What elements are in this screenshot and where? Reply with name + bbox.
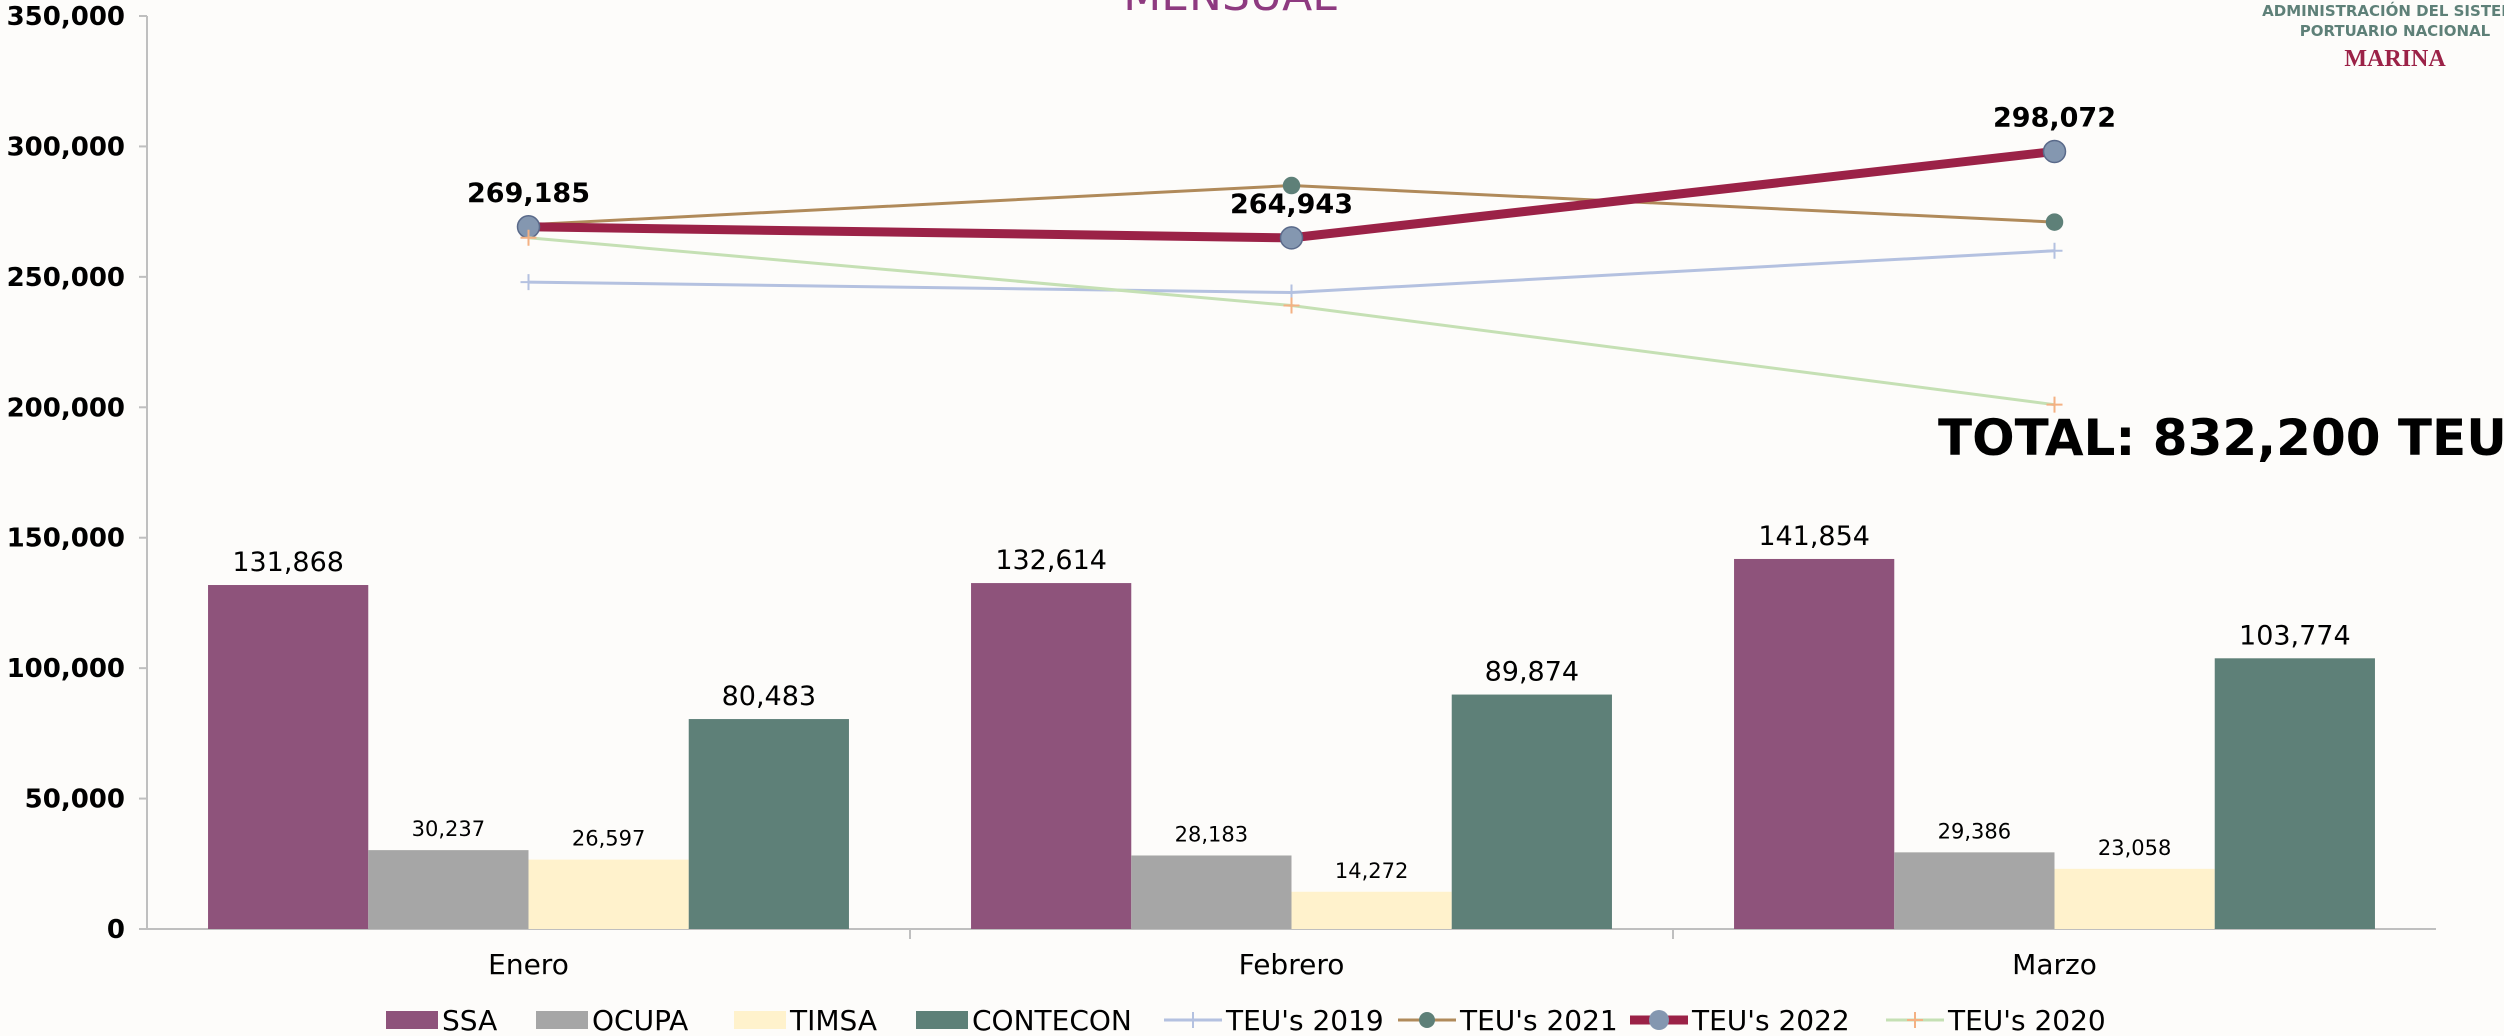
y-tick-label: 100,000: [7, 654, 125, 684]
bar: [971, 583, 1131, 929]
bar: [1894, 852, 2054, 929]
x-tick-label: Enero: [488, 948, 569, 981]
line-value-label: 269,185: [467, 178, 590, 209]
logo-text: ADMINISTRACIÓN DEL SISTEMA: [2262, 1, 2504, 20]
legend-swatch: [916, 1011, 968, 1029]
line-marker: [2044, 140, 2066, 162]
bar: [208, 585, 368, 929]
chart-title: MENSUAL: [1123, 0, 1337, 21]
line-marker: [2047, 214, 2063, 230]
bar-value-label: 29,386: [1938, 819, 2011, 843]
y-tick-label: 0: [107, 915, 125, 945]
legend-label: SSA: [442, 1004, 497, 1036]
legend-marker: [1419, 1012, 1435, 1028]
bar-value-label: 28,183: [1175, 822, 1248, 846]
logo-text: MARINA: [2344, 46, 2446, 72]
bar-value-label: 89,874: [1485, 657, 1579, 688]
legend-label: TIMSA: [789, 1004, 877, 1036]
x-tick-label: Marzo: [2012, 948, 2097, 981]
total-annotation: TOTAL: 832,200 TEU´S: [1938, 409, 2504, 467]
y-tick-label: 350,000: [7, 2, 125, 32]
legend-swatch: [734, 1011, 786, 1029]
bar: [1292, 892, 1452, 929]
bar-value-label: 26,597: [572, 827, 645, 851]
logo-text: PORTUARIO NACIONAL: [2300, 22, 2491, 40]
bar-value-label: 132,614: [995, 545, 1107, 576]
legend-swatch: [386, 1011, 438, 1029]
line-value-label: 264,943: [1230, 189, 1353, 220]
legend-label: TEU's 2020: [1947, 1004, 2106, 1036]
y-tick-label: 300,000: [7, 132, 125, 162]
y-tick-label: 250,000: [7, 263, 125, 293]
bar-value-label: 14,272: [1335, 859, 1408, 883]
bar-value-label: 131,868: [232, 547, 344, 578]
bar-value-label: 30,237: [412, 817, 485, 841]
chart: MENSUAL ADMINISTRACIÓN DEL SISTEMA PORTU…: [0, 0, 2504, 1036]
x-tick-label: Febrero: [1239, 948, 1345, 981]
bar: [2215, 658, 2375, 929]
legend-label: OCUPA: [592, 1004, 688, 1036]
bar-value-label: 23,058: [2098, 836, 2171, 860]
y-tick-label: 200,000: [7, 393, 125, 423]
bar-value-label: 80,483: [722, 681, 816, 712]
legend-label: TEU's 2019: [1225, 1004, 1384, 1036]
page: MENSUAL ADMINISTRACIÓN DEL SISTEMA PORTU…: [0, 0, 2504, 1036]
bar: [689, 719, 849, 929]
legend-marker: [1649, 1010, 1669, 1030]
line-value-label: 298,072: [1993, 102, 2116, 133]
bar: [2055, 869, 2215, 929]
bar: [1734, 559, 1894, 929]
bar: [1131, 855, 1291, 929]
legend-swatch: [536, 1011, 588, 1029]
legend-label: TEU's 2022: [1691, 1004, 1850, 1036]
bar-value-label: 141,854: [1758, 521, 1870, 552]
bar: [1452, 695, 1612, 929]
legend-label: TEU's 2021: [1459, 1004, 1618, 1036]
legend-label: CONTECON: [972, 1004, 1132, 1036]
y-tick-label: 150,000: [7, 524, 125, 554]
bar: [368, 850, 528, 929]
y-tick-label: 50,000: [25, 785, 125, 815]
bar: [529, 860, 689, 929]
bar-value-label: 103,774: [2239, 620, 2351, 651]
line-marker: [1281, 227, 1303, 249]
